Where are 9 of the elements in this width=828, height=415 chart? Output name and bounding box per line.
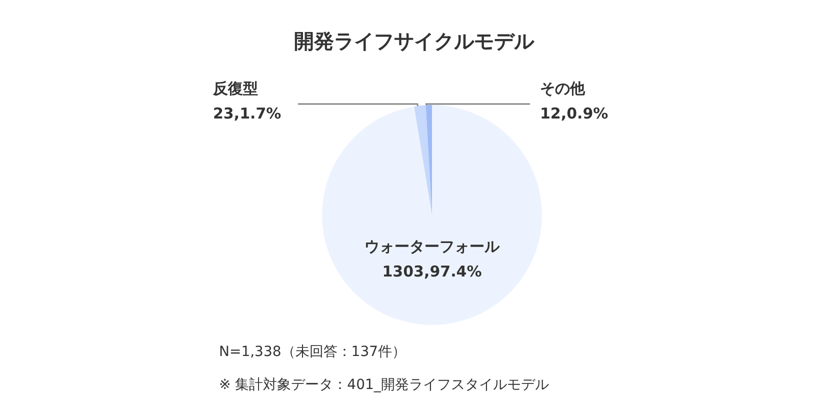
text: ※ 集計対象データ：401_開発ライフスタイルモデル xyxy=(219,377,549,393)
slice-label: 反復型 xyxy=(212,80,258,98)
data-label: 23,1.7% xyxy=(213,104,282,122)
text: N=1,338（未回答：137件） xyxy=(219,344,406,360)
data-label: 1303,97.4% xyxy=(382,262,482,280)
slice-label: その他 xyxy=(540,80,586,98)
chart-title: 開発ライフサイクルモデル xyxy=(294,29,535,53)
slice-label: ウォーターフォール xyxy=(364,238,500,256)
data-label: 12,0.9% xyxy=(540,104,608,122)
